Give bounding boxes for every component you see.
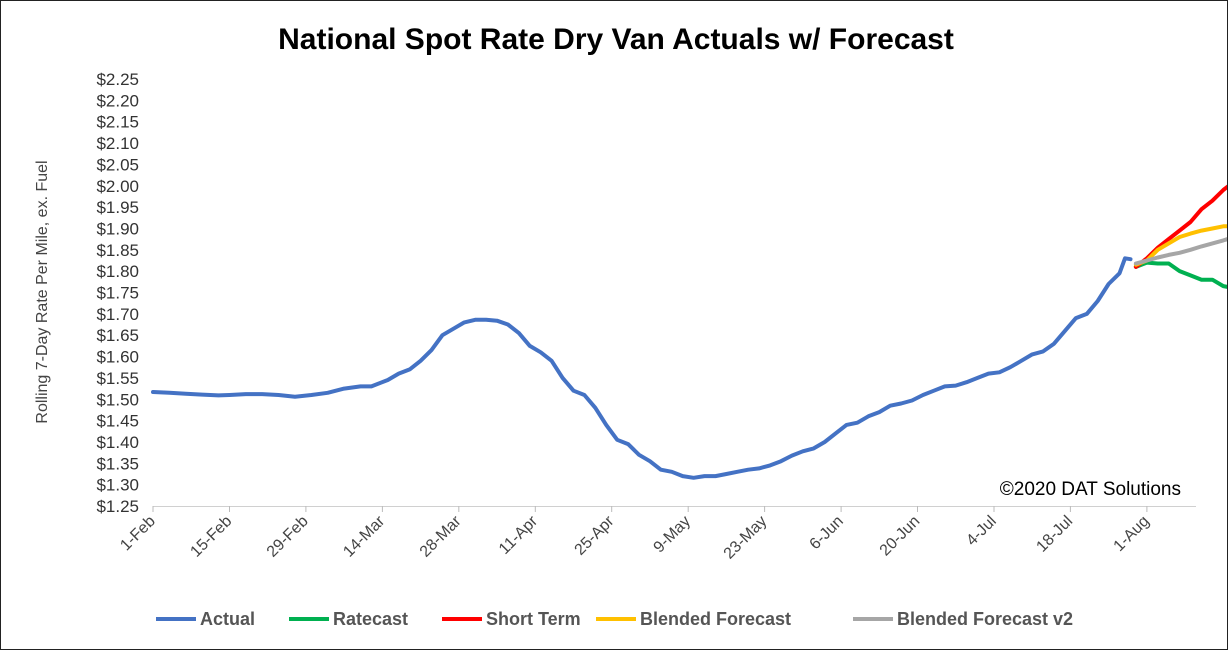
- copyright-annotation: ©2020 DAT Solutions: [1000, 479, 1181, 500]
- x-tick-label: 15-Feb: [187, 513, 235, 561]
- x-axis-ticks: 1-Feb 15-Feb 29-Feb 14-Mar 28-Mar 11-Apr 25-Ap…: [117, 506, 1153, 563]
- y-tick-label: $1.55: [96, 369, 139, 388]
- series-line-actual: [151, 256, 1133, 480]
- y-tick-label: $1.85: [96, 241, 139, 260]
- y-tick-label: $1.65: [96, 326, 139, 345]
- x-tick-label: 11-Apr: [496, 512, 542, 558]
- y-tick-label: $2.25: [96, 70, 139, 89]
- series-line-blended-forecast: [1133, 224, 1227, 267]
- y-tick-label: $1.30: [96, 476, 139, 495]
- legend-entry: Ratecast: [333, 609, 408, 629]
- x-tick-label: 9-May: [651, 513, 694, 556]
- x-tick-label: 1-Feb: [117, 513, 159, 555]
- x-tick-label: 4-Jul: [963, 513, 1000, 550]
- y-tick-label: $2.20: [96, 91, 139, 110]
- legend-entry: Short Term: [486, 609, 581, 629]
- x-tick-label: 23-May: [721, 513, 771, 563]
- legend: Actual Ratecast Short Term Blended Forecast…: [156, 609, 1073, 629]
- x-tick-label: 14-Mar: [340, 512, 388, 560]
- series-line-short-term: [1133, 184, 1227, 269]
- series-group: [151, 184, 1227, 480]
- series-line-ratecast: [1133, 260, 1227, 289]
- x-tick-label: 28-Mar: [417, 512, 465, 560]
- y-tick-label: $1.35: [96, 454, 139, 473]
- legend-entry: Actual: [200, 609, 255, 629]
- series-line-blended-forecast-v2: [1133, 237, 1227, 266]
- y-tick-label: $1.45: [96, 412, 139, 431]
- y-tick-label: $1.90: [96, 220, 139, 239]
- y-tick-label: $1.50: [96, 390, 139, 409]
- y-tick-label: $1.40: [96, 433, 139, 452]
- y-tick-label: $2.15: [96, 113, 139, 132]
- y-tick-label: $2.05: [96, 155, 139, 174]
- y-tick-label: $1.70: [96, 305, 139, 324]
- y-tick-label: $1.60: [96, 348, 139, 367]
- y-tick-label: $1.75: [96, 284, 139, 303]
- chart-title: National Spot Rate Dry Van Actuals w/ Fo…: [278, 23, 954, 56]
- y-tick-label: $2.00: [96, 177, 139, 196]
- x-tick-label: 29-Feb: [264, 513, 312, 561]
- x-tick-label: 25-Apr: [572, 512, 618, 558]
- y-axis-label: Rolling 7-Day Rate Per Mile, ex. Fuel: [34, 160, 51, 423]
- y-tick-label: $1.25: [96, 497, 139, 516]
- y-axis-ticks: $1.25 $1.30 $1.35 $1.40 $1.45 $1.50 $1.55 $1.60…: [96, 70, 139, 516]
- x-tick-label: 1-Aug: [1111, 513, 1153, 555]
- y-tick-label: $1.95: [96, 198, 139, 217]
- x-tick-label: 6-Jun: [807, 513, 847, 553]
- x-tick-label: 18-Jul: [1033, 513, 1076, 556]
- x-tick-label: 20-Jun: [877, 513, 924, 560]
- y-tick-label: $2.10: [96, 134, 139, 153]
- legend-entry: Blended Forecast v2: [897, 609, 1073, 629]
- y-tick-label: $1.80: [96, 262, 139, 281]
- legend-entry: Blended Forecast: [640, 609, 791, 629]
